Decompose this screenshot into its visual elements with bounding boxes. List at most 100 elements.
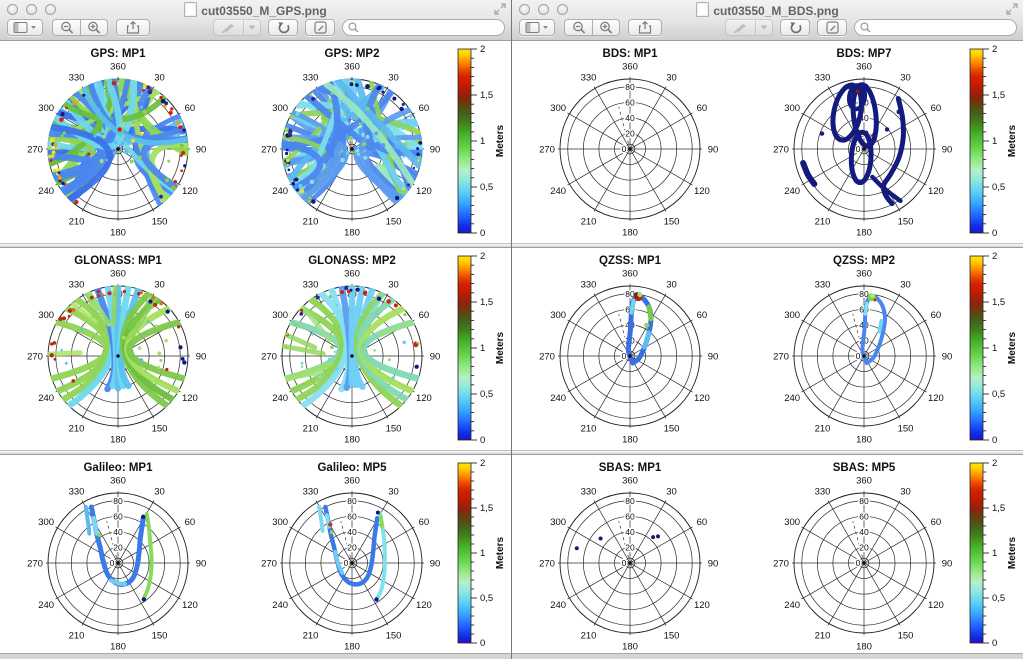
azimuth-tick-label: 30 — [154, 487, 165, 498]
azimuth-tick-label: 120 — [182, 186, 198, 197]
document-icon — [696, 2, 710, 17]
window-bds: cut03550_M_BDS.png — [512, 0, 1023, 659]
elevation-tick-label: 0 — [622, 351, 627, 361]
annotate-button[interactable] — [213, 19, 243, 36]
plot-row: SBAS: MP1 0 20 40 60 80 360 30 60 90 120 150 180 210 2… — [512, 455, 1023, 653]
azimuth-tick-label: 30 — [388, 280, 399, 291]
azimuth-tick-label: 300 — [272, 103, 288, 114]
chevron-down-icon — [760, 25, 768, 30]
elevation-tick-label: 60 — [113, 511, 123, 521]
zoom-button[interactable] — [45, 4, 56, 15]
azimuth-tick-label: 150 — [664, 216, 680, 227]
fullscreen-button[interactable] — [1006, 3, 1018, 15]
colorbar-tick-label: 0,5 — [992, 593, 1005, 604]
minimize-button[interactable] — [538, 4, 549, 15]
plot-title: Galileo: MP5 — [317, 462, 387, 474]
minimize-button[interactable] — [26, 4, 37, 15]
azimuth-tick-label: 300 — [38, 310, 54, 321]
rotate-button[interactable] — [268, 19, 298, 36]
share-button[interactable] — [628, 19, 662, 36]
azimuth-tick-label: 120 — [694, 186, 710, 197]
azimuth-tick-label: 60 — [185, 517, 196, 528]
markup-button[interactable] — [817, 19, 847, 36]
markup-icon — [825, 21, 839, 34]
azimuth-tick-label: 330 — [69, 73, 85, 84]
skyplot-sbas-mp1: SBAS: MP1 0 20 40 60 80 360 30 60 90 120 150 180 210 2… — [539, 462, 719, 653]
zoom-in-button[interactable] — [80, 19, 108, 36]
colorbar-tick-label: 0,5 — [480, 182, 493, 193]
titlebar[interactable]: cut03550_M_BDS.png — [512, 0, 1023, 19]
rotate-left-icon — [278, 22, 289, 34]
colorbar-tick-label: 0 — [992, 435, 997, 446]
annotate-dropdown[interactable] — [755, 19, 773, 36]
azimuth-tick-label: 300 — [784, 517, 800, 528]
azimuth-tick-label: 90 — [708, 559, 719, 570]
close-button[interactable] — [7, 4, 18, 15]
fullscreen-button[interactable] — [494, 3, 506, 15]
azimuth-tick-label: 150 — [386, 216, 402, 227]
azimuth-tick-label: 60 — [697, 310, 708, 321]
azimuth-tick-label: 330 — [303, 487, 319, 498]
azimuth-tick-label: 60 — [697, 103, 708, 114]
row-separator — [512, 243, 1023, 248]
azimuth-tick-label: 300 — [550, 310, 566, 321]
plot-title: SBAS: MP5 — [833, 462, 896, 474]
colorbar-tick-label: 1,5 — [992, 503, 1005, 514]
azimuth-tick-label: 360 — [622, 62, 638, 73]
skyplot-qzss-mp1: QZSS: MP10204060803603060901201501802102… — [539, 255, 718, 446]
zoom-out-button[interactable] — [52, 19, 80, 36]
azimuth-tick-label: 150 — [898, 630, 914, 641]
annotate-dropdown[interactable] — [243, 19, 261, 36]
azimuth-tick-label: 240 — [550, 600, 566, 611]
azimuth-tick-label: 180 — [622, 435, 638, 446]
azimuth-tick-label: 120 — [416, 393, 432, 404]
sidebar-button[interactable] — [7, 19, 43, 36]
zoom-button[interactable] — [557, 4, 568, 15]
azimuth-tick-label: 150 — [152, 216, 168, 227]
colorbar: 0 0,5 1 1,5 2 Meters — [969, 251, 1018, 446]
elevation-tick-label: 20 — [347, 542, 357, 552]
zoom-out-button[interactable] — [564, 19, 592, 36]
azimuth-tick-label: 300 — [784, 103, 800, 114]
colorbar-tick-label: 2 — [992, 458, 997, 469]
sidebar-button[interactable] — [519, 19, 555, 36]
azimuth-tick-label: 300 — [550, 103, 566, 114]
azimuth-tick-label: 30 — [388, 487, 399, 498]
annotate-button[interactable] — [725, 19, 755, 36]
share-icon — [638, 21, 652, 34]
plot-title: GPS: MP1 — [91, 48, 147, 60]
elevation-tick-label: 40 — [113, 527, 123, 537]
azimuth-tick-label: 300 — [272, 517, 288, 528]
azimuth-tick-label: 30 — [666, 487, 677, 498]
markup-button[interactable] — [305, 19, 335, 36]
elevation-tick-label: 60 — [625, 97, 635, 107]
plot-title: GLONASS: MP2 — [308, 255, 396, 267]
azimuth-tick-label: 210 — [303, 630, 319, 641]
azimuth-tick-label: 180 — [856, 642, 872, 653]
colorbar-tick-label: 1,5 — [480, 503, 493, 514]
azimuth-tick-label: 330 — [69, 487, 85, 498]
azimuth-tick-label: 60 — [185, 103, 196, 114]
colorbar: 0 0,5 1 1,5 2 Meters — [457, 44, 506, 239]
azimuth-tick-label: 180 — [110, 642, 126, 653]
colorbar-tick-label: 0 — [480, 435, 485, 446]
azimuth-tick-label: 210 — [815, 216, 831, 227]
azimuth-tick-label: 30 — [666, 73, 677, 84]
search-input[interactable] — [871, 20, 1016, 35]
close-button[interactable] — [519, 4, 530, 15]
azimuth-tick-label: 270 — [539, 559, 555, 570]
skyplot-galileo-mp5: Galileo: MP5 0 20 40 60 80 360 30 60 90 120 150 180 2… — [261, 462, 440, 653]
azimuth-tick-label: 150 — [386, 423, 402, 434]
elevation-tick-label: 80 — [113, 496, 123, 506]
rotate-button[interactable] — [780, 19, 810, 36]
titlebar[interactable]: cut03550_M_GPS.png — [0, 0, 511, 19]
azimuth-tick-label: 210 — [69, 423, 85, 434]
azimuth-tick-label: 90 — [430, 145, 441, 156]
pencil-icon — [222, 24, 234, 33]
elevation-tick-label: 80 — [625, 82, 635, 92]
zoom-in-button[interactable] — [592, 19, 620, 36]
azimuth-tick-label: 360 — [856, 476, 872, 487]
search-input[interactable] — [359, 20, 504, 35]
azimuth-tick-label: 270 — [27, 352, 43, 363]
share-button[interactable] — [116, 19, 150, 36]
